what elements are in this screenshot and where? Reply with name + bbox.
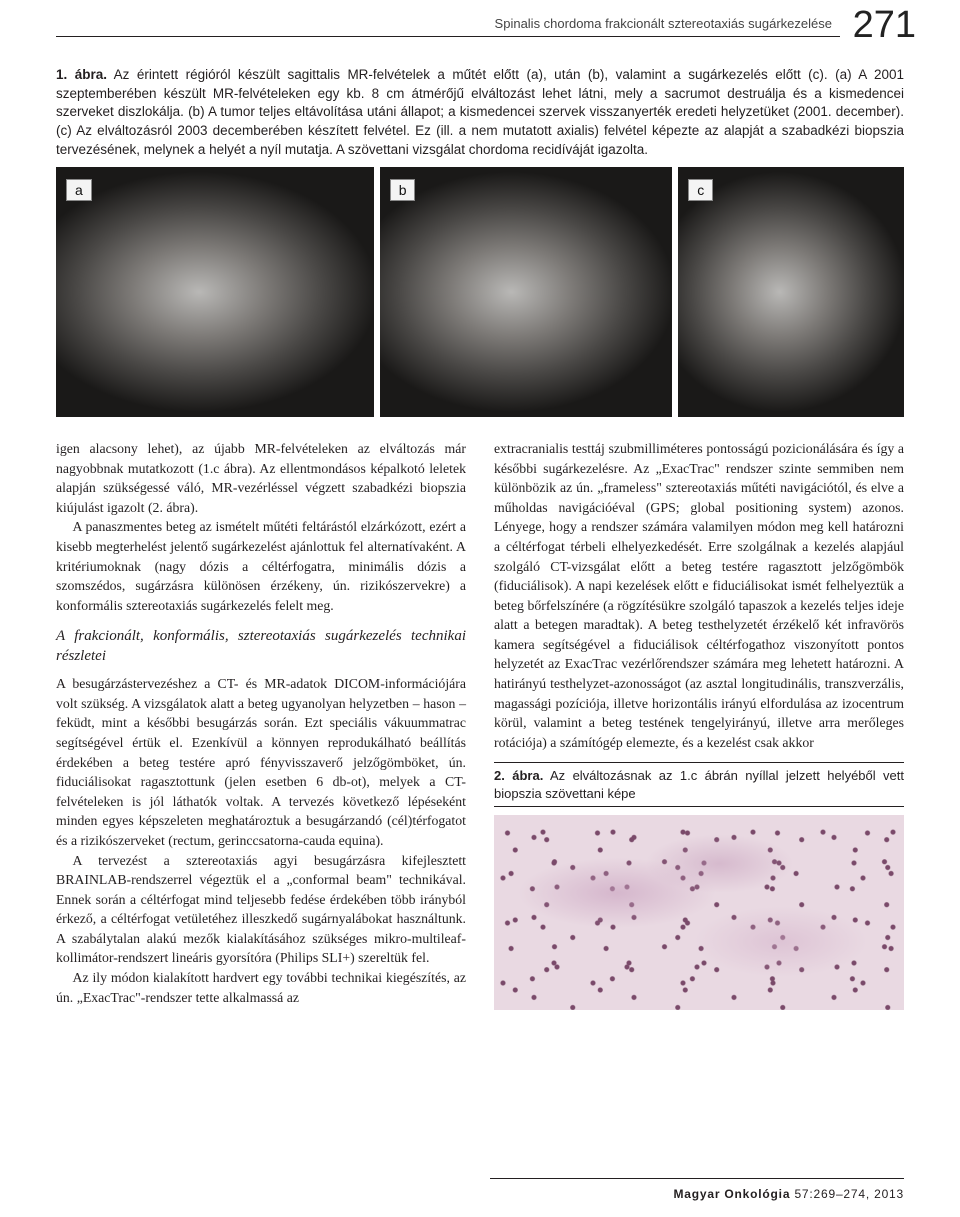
text-columns: igen alacsony lehet), az újabb MR-felvét… [56,439,904,1010]
figure1-panel-b: b [380,167,673,417]
figure2-histology-image [494,815,904,1010]
figure1-caption: 1. ábra. Az érintett régióról készült sa… [56,66,904,159]
section-subhead: A frakcionált, konformális, sztereotaxiá… [56,627,466,666]
panel-label-c: c [688,179,713,201]
figure1-panel-c: c [678,167,904,417]
figure1-panel-a: a [56,167,374,417]
paragraph: extracranialis testtáj szubmilliméteres … [494,439,904,752]
figure1-panels: a b c [56,167,904,417]
figure2-caption-lead: 2. ábra. [494,768,543,783]
figure2-caption: 2. ábra. Az elváltozásnak az 1.c ábrán n… [494,762,904,807]
paragraph: A besugárzástervezéshez a CT- és MR-adat… [56,674,466,850]
figure2-caption-text: Az elváltozásnak az 1.c ábrán nyíllal je… [494,768,904,801]
mri-image-placeholder [56,167,374,417]
paragraph: A panaszmentes beteg az ismételt műtéti … [56,517,466,615]
paragraph: A tervezést a sztereotaxiás agyi besugár… [56,851,466,968]
panel-label-b: b [390,179,416,201]
paragraph: igen alacsony lehet), az újabb MR-felvét… [56,439,466,517]
journal-name: Magyar Onkológia [673,1187,790,1201]
footer-rule [490,1178,904,1179]
left-column: igen alacsony lehet), az újabb MR-felvét… [56,439,466,1010]
mri-image-placeholder [380,167,673,417]
page-content: 1. ábra. Az érintett régióról készült sa… [0,58,960,1040]
right-column: extracranialis testtáj szubmilliméteres … [494,439,904,1010]
mri-image-placeholder [678,167,904,417]
paragraph: Az ily módon kialakított hardvert egy to… [56,968,466,1007]
panel-label-a: a [66,179,92,201]
citation-details: 57:269–274, 2013 [794,1187,904,1201]
page-number: 271 [853,4,916,47]
figure1-caption-lead: 1. ábra. [56,67,107,82]
header-rule [56,36,840,37]
running-head: Spinalis chordoma frakcionált sztereotax… [495,16,832,31]
footer-citation: Magyar Onkológia 57:269–274, 2013 [673,1187,904,1201]
figure1-caption-text: Az érintett régióról készült sagittalis … [56,67,904,157]
page-header: Spinalis chordoma frakcionált sztereotax… [0,0,960,58]
